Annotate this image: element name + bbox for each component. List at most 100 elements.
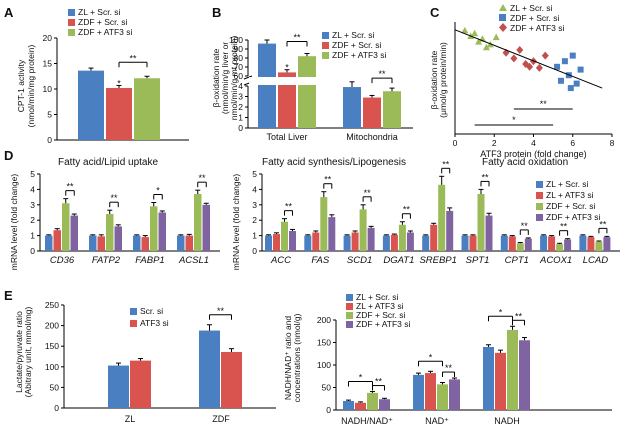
panel-d2-legend-label-2: ZDF + Scr. si xyxy=(546,201,595,211)
panel-c-point-0-0 xyxy=(461,26,469,34)
panel-e1-ytick-label-2: 100 xyxy=(45,362,59,372)
panel-e2-legend-label-1: ZL + ATF3 si xyxy=(356,301,404,311)
panel-d2-bar-1-3 xyxy=(328,217,336,251)
panel-b-legend-label-1: ZDF + Scr. si xyxy=(332,40,381,50)
panel-d2-bar-5-0 xyxy=(461,235,469,251)
panel-letter-d: D xyxy=(4,148,13,163)
panel-d2-bar-0-2 xyxy=(281,221,288,251)
panel-b-ytick-label-u-4: 100 xyxy=(229,35,243,45)
panel-e1-ylabel-2: (Abitrary unit, mmol/mg) xyxy=(23,306,33,397)
panel-d1-bar-2-1 xyxy=(141,237,149,251)
panel-d2-bar-4-3 xyxy=(446,210,454,251)
panel-c-xlabel: ATF3 protein (fold change) xyxy=(480,149,586,159)
panel-d2-bar-2-1 xyxy=(351,232,359,251)
panel-c-point-2-6 xyxy=(541,51,549,60)
panel-e1-ytick-label-4: 200 xyxy=(45,321,59,331)
panel-b-legend-swatch-0 xyxy=(322,32,329,39)
panel-e1-ytick-label-3: 150 xyxy=(45,341,59,351)
panel-d2-bar-1-0 xyxy=(304,235,312,251)
panel-b-axis-break-1 xyxy=(243,75,253,80)
panel-b-bar-mito-2 xyxy=(383,91,401,128)
panel-b-category-1: Mitochondria xyxy=(346,132,398,142)
panel-d2-legend-label-3: ZDF + ATF3 si xyxy=(546,212,601,222)
panel-c-legend-marker-1 xyxy=(499,14,506,21)
panel-d1-bar-0-0 xyxy=(45,235,53,251)
panel-d2-group-3-sig: ** xyxy=(403,205,411,215)
panel-c-point-2-7 xyxy=(526,62,534,71)
panel-b-bar-mito-1 xyxy=(363,97,381,128)
panel-e2-bar-0-0 xyxy=(343,401,354,410)
panel-e1-category-0: ZL xyxy=(125,414,136,424)
panel-c-legend-label-2: ZDF + ATF3 si xyxy=(510,23,565,33)
panel-d-title-uptake: Fatty acid/Lipid uptake xyxy=(58,157,158,168)
panel-d2-ytick-label-3: 3 xyxy=(252,200,257,210)
panel-b-ytick-label-u-0: 60 xyxy=(234,71,244,81)
panel-d2-group-8-sig: ** xyxy=(599,219,607,229)
panel-a-ylabel-1: CPT-1 activity xyxy=(16,59,26,112)
panel-c-point-0-3 xyxy=(475,38,483,45)
panel-d2-bar-7-3 xyxy=(564,239,572,251)
panel-d2-legend-label-0: ZL + Scr. si xyxy=(546,179,589,189)
panel-d1-ytick-label-2: 2 xyxy=(30,215,35,225)
panel-d2-bar-0-1 xyxy=(273,234,280,251)
panel-e1-category-1: ZDF xyxy=(212,414,230,424)
panel-e1-legend-label-0: Scr. si xyxy=(140,306,163,316)
panel-c-point-1-1 xyxy=(557,77,564,84)
panel-d2-category-7: ACOX1 xyxy=(539,255,572,266)
panel-d2-group-7-sig: ** xyxy=(560,222,568,232)
panel-d2-legend-swatch-0 xyxy=(536,181,543,188)
panel-b-ytick-label-l-0: 0 xyxy=(238,123,243,133)
panel-b-total-sig: ** xyxy=(293,33,301,43)
panel-d2-bar-3-0 xyxy=(382,235,390,251)
panel-d1-ytick-label-3: 3 xyxy=(30,200,35,210)
panel-d2-bar-1-1 xyxy=(312,232,320,251)
panel-c-sig-0: * xyxy=(512,115,516,125)
panel-d2-bar-5-1 xyxy=(469,235,477,251)
panel-d2-group-4-sig: ** xyxy=(442,159,450,169)
panel-e2-bar-2-0 xyxy=(483,347,494,410)
panel-c-legend-label-0: ZL + Scr. si xyxy=(510,3,553,13)
panel-c-point-1-5 xyxy=(573,80,580,87)
panel-d2-bar-2-3 xyxy=(367,227,375,251)
panel-e2-legend-swatch-3 xyxy=(346,321,353,328)
panel-d2-bar-6-0 xyxy=(500,235,508,251)
panel-d2-legend-label-1: ZL + ATF3 si xyxy=(546,190,594,200)
panel-e2-group-0-b-sig: ** xyxy=(375,377,383,387)
panel-e1-legend-swatch-0 xyxy=(130,308,137,315)
panel-d1-category-2: FABP1 xyxy=(135,255,164,266)
panel-d1-group-0-sig: ** xyxy=(66,182,74,192)
panel-d2-category-3: DGAT1 xyxy=(383,255,414,266)
panel-b-ylabel-3: nmol/min/g mt protein) xyxy=(229,36,239,121)
panel-e1-sig: ** xyxy=(217,306,225,316)
panel-d-title-oxidation: Fatty acid oxidation xyxy=(482,157,568,168)
panel-c-xtick-label-0: 0 xyxy=(453,138,458,148)
panel-c-point-2-2 xyxy=(516,46,524,54)
panel-a-legend-swatch-2 xyxy=(68,29,75,36)
panel-d2-bar-5-2 xyxy=(477,194,485,251)
panel-e2-bar-2-2 xyxy=(507,329,518,410)
panel-b-ytick-label-l-2: 2 xyxy=(238,102,243,112)
panel-d2-ytick-label-5: 5 xyxy=(252,169,257,179)
panel-d1-bar-3-3 xyxy=(202,204,210,251)
panel-d2-bar-0-0 xyxy=(265,235,272,251)
panel-d2-category-4: SREBP1 xyxy=(419,255,457,266)
panel-d2-bar-4-2 xyxy=(438,184,446,251)
panel-d2-bar-0-3 xyxy=(289,230,296,251)
panel-e1-bar-0-0 xyxy=(108,365,129,408)
panel-a-ytick-label-0: 0 xyxy=(47,135,52,145)
panel-d2-bar-7-1 xyxy=(548,236,556,251)
panel-c-point-0-5 xyxy=(482,43,490,51)
panel-e2-group-1-a-sig: * xyxy=(429,352,433,362)
panel-d2-ytick-label-2: 2 xyxy=(252,215,257,225)
panel-d2-group-5-sig: ** xyxy=(481,172,489,182)
panel-b-ytick-label-u-1: 70 xyxy=(234,62,244,72)
panel-d2-bar-3-3 xyxy=(406,232,414,251)
panel-b-ylabel-1: β-oxidation rate xyxy=(211,48,221,107)
panel-c-sig-1: ** xyxy=(540,99,548,109)
panel-c-xtick-label-1: 2 xyxy=(492,138,497,148)
panel-a-legend-swatch-1 xyxy=(68,19,75,26)
panel-b-bar-total-2 xyxy=(298,56,316,129)
panel-b-ytick-label-l-1: 1 xyxy=(238,113,243,123)
panel-d1-bar-2-2 xyxy=(150,206,158,251)
